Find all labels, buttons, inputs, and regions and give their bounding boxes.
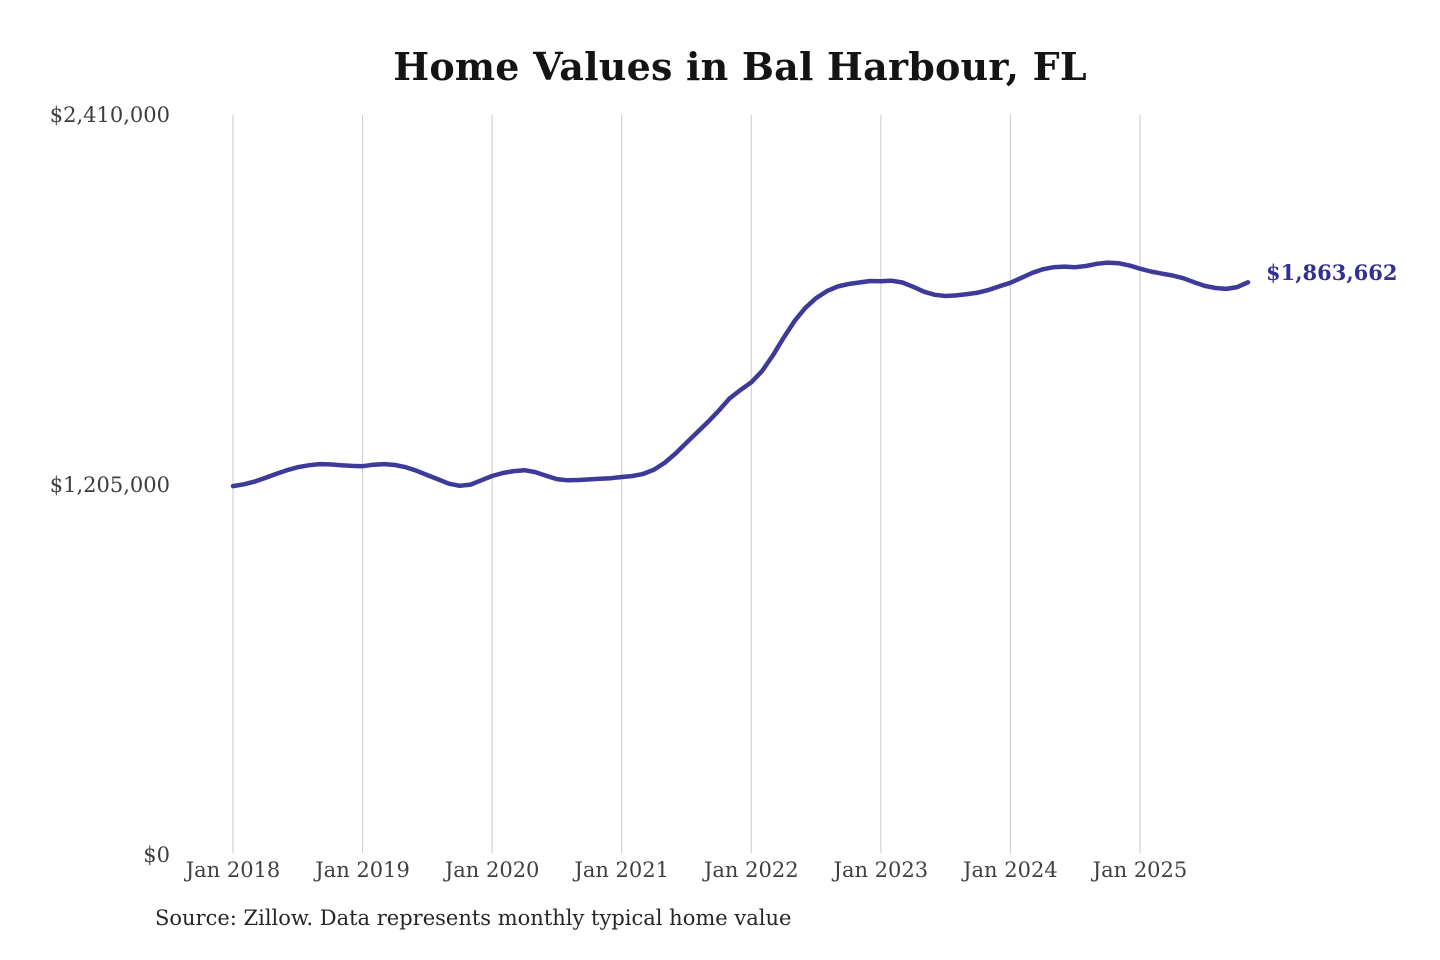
latest-value-label: $1,863,662 bbox=[1266, 260, 1398, 285]
vertical-gridlines bbox=[232, 115, 1141, 853]
chart-title: Home Values in Bal Harbour, FL bbox=[393, 44, 1087, 89]
x-tick-label-jan-2024: Jan 2024 bbox=[963, 858, 1058, 882]
source-note: Source: Zillow. Data represents monthly … bbox=[155, 906, 792, 930]
x-tick-label-jan-2025: Jan 2025 bbox=[1092, 858, 1188, 882]
x-tick-label-jan-2020: Jan 2020 bbox=[444, 858, 540, 882]
x-tick-label-jan-2019: Jan 2019 bbox=[315, 858, 410, 882]
y-axis-tick-mid: $1,205,000 bbox=[49, 473, 170, 497]
y-axis-tick-zero: $0 bbox=[143, 843, 170, 867]
y-axis-tick-max: $2,410,000 bbox=[49, 103, 170, 127]
x-tick-label-jan-2021: Jan 2021 bbox=[574, 858, 669, 882]
x-tick-label-jan-2018: Jan 2018 bbox=[185, 858, 281, 882]
x-tick-label-jan-2023: Jan 2023 bbox=[833, 858, 929, 882]
x-tick-label-jan-2022: Jan 2022 bbox=[703, 858, 799, 882]
home-value-line bbox=[230, 260, 1251, 489]
